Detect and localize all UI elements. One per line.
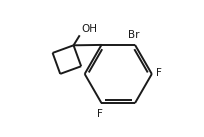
Text: OH: OH [81, 24, 97, 34]
Text: F: F [155, 68, 161, 78]
Text: F: F [97, 109, 103, 119]
Text: Br: Br [127, 30, 139, 40]
